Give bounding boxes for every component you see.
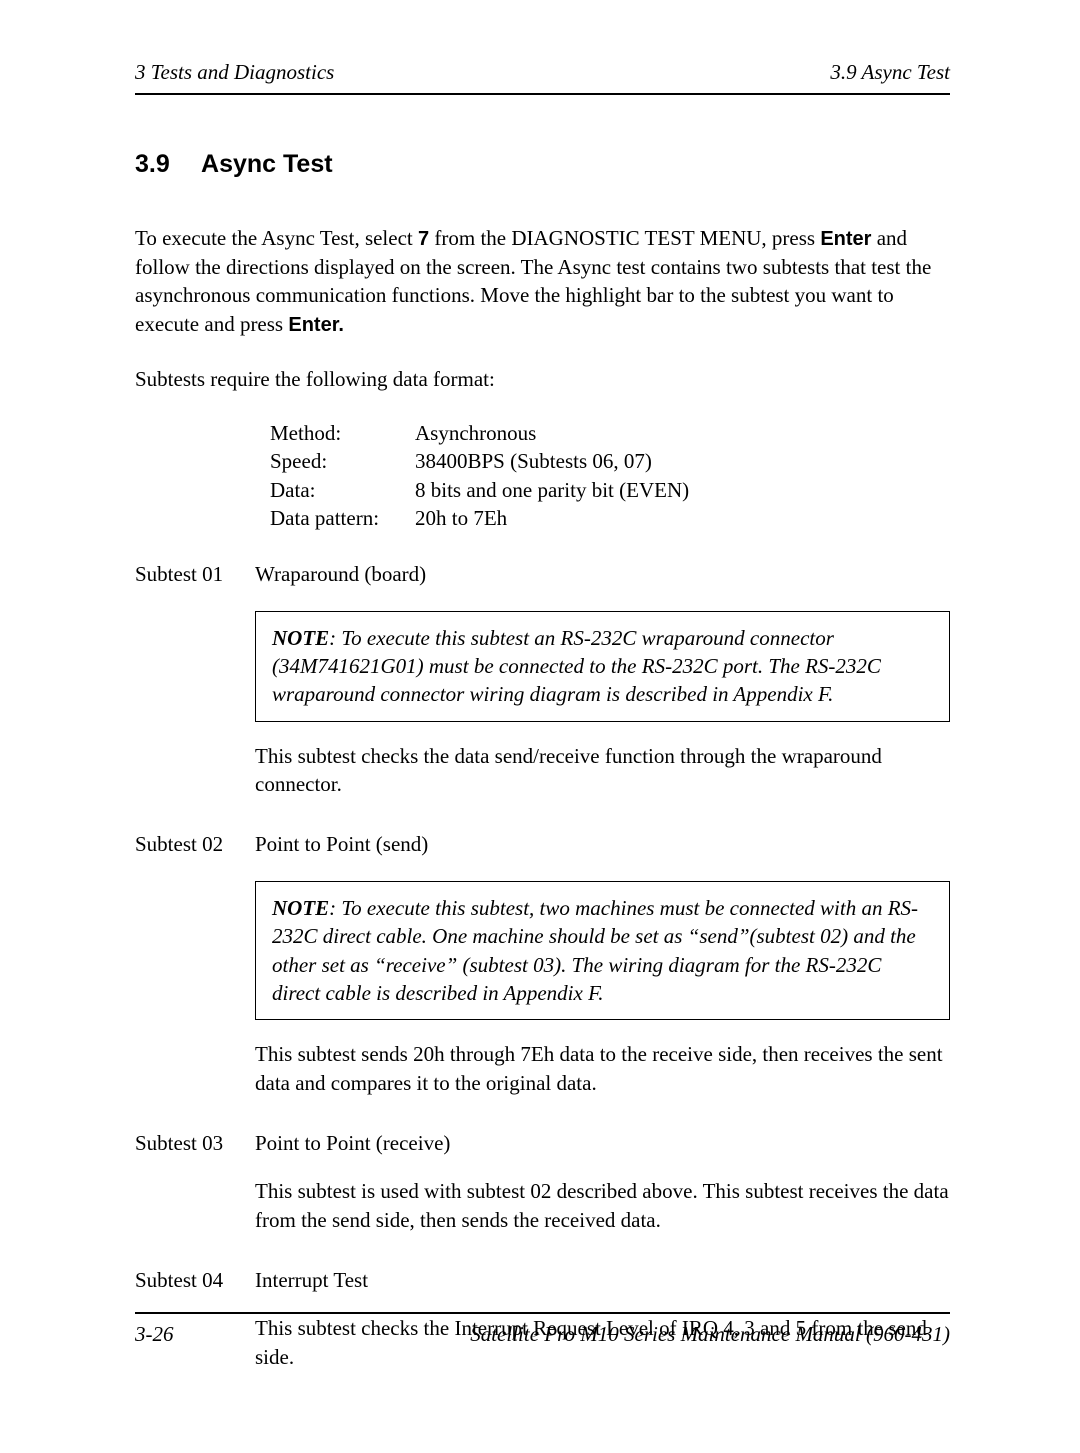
note-label: NOTE (272, 896, 329, 920)
section-heading: 3.9 Async Test (135, 150, 950, 179)
subtest-description: This subtest checks the data send/receiv… (255, 742, 950, 799)
format-label: Speed: (270, 447, 415, 475)
format-value: 8 bits and one parity bit (EVEN) (415, 476, 689, 504)
data-format-table: Method: Asynchronous Speed: 38400BPS (Su… (270, 419, 950, 532)
intro-key-3: Enter. (288, 314, 344, 336)
subtest-02: Subtest 02 Point to Point (send) NOTE: T… (135, 830, 950, 1106)
format-value: 38400BPS (Subtests 06, 07) (415, 447, 652, 475)
format-label: Method: (270, 419, 415, 447)
format-row: Data: 8 bits and one parity bit (EVEN) (270, 476, 950, 504)
intro-paragraph: To execute the Async Test, select 7 from… (135, 224, 950, 339)
intro-key-1: 7 (418, 228, 429, 250)
footer-manual-title: Satellite Pro M10 Series Maintenance Man… (470, 1322, 950, 1347)
section-title: Async Test (201, 150, 333, 178)
page-content: 3 Tests and Diagnostics 3.9 Async Test 3… (0, 0, 1080, 1453)
format-row: Data pattern: 20h to 7Eh (270, 504, 950, 532)
subtest-content: Point to Point (receive) This subtest is… (255, 1129, 950, 1244)
subtest-content: Point to Point (send) NOTE: To execute t… (255, 830, 950, 1106)
subtest-label: Subtest 01 (135, 560, 255, 808)
subtest-label: Subtest 03 (135, 1129, 255, 1244)
formats-intro: Subtests require the following data form… (135, 365, 950, 393)
format-label: Data: (270, 476, 415, 504)
subtest-03: Subtest 03 Point to Point (receive) This… (135, 1129, 950, 1244)
format-row: Speed: 38400BPS (Subtests 06, 07) (270, 447, 950, 475)
page-footer: 3-26 Satellite Pro M10 Series Maintenanc… (135, 1312, 950, 1347)
subtest-content: Wraparound (board) NOTE: To execute this… (255, 560, 950, 808)
note-box: NOTE: To execute this subtest an RS-232C… (255, 611, 950, 722)
format-label: Data pattern: (270, 504, 415, 532)
intro-key-2: Enter (820, 228, 871, 250)
note-label: NOTE (272, 626, 329, 650)
format-value: Asynchronous (415, 419, 536, 447)
subtest-01: Subtest 01 Wraparound (board) NOTE: To e… (135, 560, 950, 808)
intro-text-2: from the DIAGNOSTIC TEST MENU, press (429, 226, 820, 250)
subtest-title: Point to Point (send) (255, 830, 950, 858)
subtest-title: Interrupt Test (255, 1266, 950, 1294)
footer-page-number: 3-26 (135, 1322, 174, 1347)
subtest-description: This subtest is used with subtest 02 des… (255, 1177, 950, 1234)
subtest-description: This subtest sends 20h through 7Eh data … (255, 1040, 950, 1097)
subtest-title: Wraparound (board) (255, 560, 950, 588)
header-left: 3 Tests and Diagnostics (135, 60, 334, 85)
format-row: Method: Asynchronous (270, 419, 950, 447)
header-right: 3.9 Async Test (830, 60, 950, 85)
section-number: 3.9 (135, 150, 195, 179)
note-text: : To execute this subtest an RS-232C wra… (272, 626, 881, 707)
format-value: 20h to 7Eh (415, 504, 507, 532)
note-box: NOTE: To execute this subtest, two machi… (255, 881, 950, 1020)
note-text: : To execute this subtest, two machines … (272, 896, 918, 1005)
subtest-title: Point to Point (receive) (255, 1129, 950, 1157)
subtest-label: Subtest 02 (135, 830, 255, 1106)
page-header: 3 Tests and Diagnostics 3.9 Async Test (135, 60, 950, 95)
intro-text-1: To execute the Async Test, select (135, 226, 418, 250)
